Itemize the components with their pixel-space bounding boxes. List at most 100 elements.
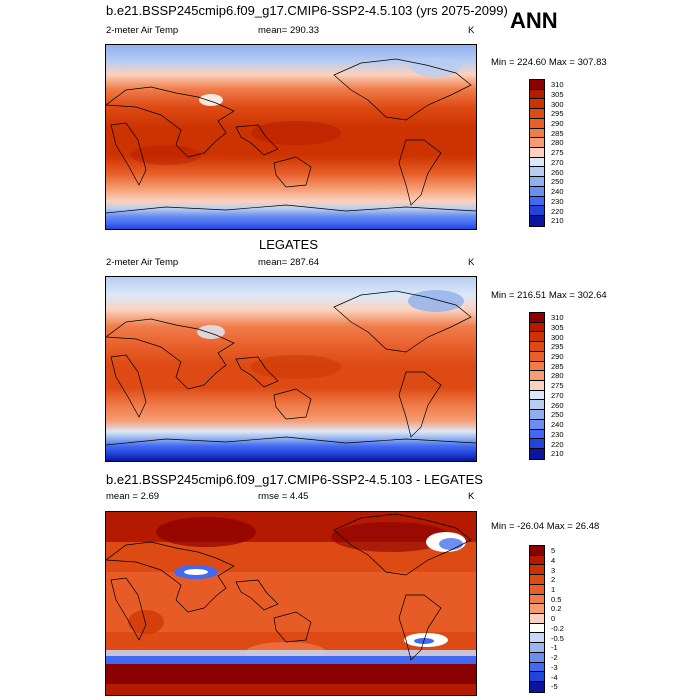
panel3-colorbar-tick: 2: [551, 575, 556, 585]
panel2-colorbar-swatch: [530, 410, 544, 420]
panel3-colorbar: [529, 545, 545, 693]
panel1-model-map: [105, 44, 477, 230]
panel3-mean-label: mean = 2.69: [106, 491, 160, 502]
panel2-colorbar: [529, 312, 545, 460]
panel1-colorbar-swatch: [530, 177, 544, 187]
panel2-colorbar-tick: 250: [551, 410, 564, 420]
panel1-colorbar-swatch: [530, 118, 544, 129]
panel3-minmax-label: Min = -26.04 Max = 26.48: [491, 521, 600, 532]
panel2-colorbar-tick: 285: [551, 361, 564, 371]
panel3-colorbar-tick: -0.5: [551, 633, 564, 643]
panel2-heading: LEGATES: [259, 237, 319, 252]
panel1-colorbar-swatch: [530, 157, 544, 168]
panel1-colorbar-tick: 300: [551, 99, 564, 109]
panel2-observation-map: [105, 276, 477, 462]
panel3-colorbar-swatch: [530, 643, 544, 653]
panel3-colorbar-swatch: [530, 672, 544, 683]
panel1-colorbar-swatch: [530, 167, 544, 178]
panel2-colorbar-tick: 240: [551, 420, 564, 429]
panel2-colorbar-swatch: [530, 381, 544, 391]
panel1-colorbar-swatch: [530, 216, 544, 226]
panel3-unit-label: K: [468, 491, 475, 502]
panel3-colorbar-tick: 5: [551, 546, 556, 555]
panel3-colorbar-tick: -1: [551, 643, 558, 653]
panel3-colorbar-tick: 0: [551, 614, 556, 624]
panel2-colorbar-swatch: [530, 390, 544, 401]
panel1-colorbar-tick: 280: [551, 138, 564, 148]
panel1-colorbar-tick: 260: [551, 167, 564, 177]
panel2-colorbar-tick: 280: [551, 371, 564, 381]
panel2-variable-label: 2-meter Air Temp: [106, 257, 179, 268]
panel3-colorbar-swatch: [530, 594, 544, 605]
panel1-colorbar-tick: 305: [551, 89, 564, 99]
panel3-colorbar-swatch: [530, 623, 544, 634]
panel1-colorbar-swatch: [530, 109, 544, 119]
panel1-colorbar-tick: 270: [551, 157, 564, 167]
panel1-colorbar-swatch: [530, 80, 544, 90]
panel3-colorbar-swatch: [530, 614, 544, 624]
panel3-colorbar-tick: -5: [551, 682, 558, 692]
panel2-colorbar-tick: 310: [551, 313, 564, 322]
panel2-mean-label: mean= 287.64: [258, 257, 320, 268]
panel1-colorbar-swatch: [530, 138, 544, 149]
panel3-colorbar-swatch: [530, 584, 544, 595]
panel1-minmax-label: Min = 224.60 Max = 307.83: [491, 57, 607, 68]
plot-title: b.e21.BSSP245cmip6.f09_g17.CMIP6-SSP2-4.…: [106, 3, 508, 18]
panel2-colorbar-swatch: [530, 400, 544, 411]
panel2-colorbar-swatch: [530, 322, 544, 333]
panel2-colorbar-swatch: [530, 371, 544, 382]
panel1-colorbar-tick: 220: [551, 206, 564, 216]
panel3-colorbar-tick: 4: [551, 555, 556, 565]
panel3-colorbar-tick: 1: [551, 584, 556, 594]
panel3-colorbar-swatch: [530, 652, 544, 663]
panel2-colorbar-tick: 275: [551, 381, 564, 391]
panel3-heading: b.e21.BSSP245cmip6.f09_g17.CMIP6-SSP2-4.…: [106, 472, 483, 487]
panel3-colorbar-swatch: [530, 565, 544, 576]
panel1-colorbar-tick: 295: [551, 109, 564, 119]
panel1-colorbar-tick: 240: [551, 187, 564, 196]
panel3-colorbar-swatch: [530, 604, 544, 615]
panel2-colorbar-tick: 230: [551, 429, 564, 439]
panel1-colorbar-tick: 250: [551, 177, 564, 187]
panel3-colorbar-swatch: [530, 575, 544, 585]
panel2-colorbar-tick: 210: [551, 449, 564, 459]
panel2-unit-label: K: [468, 257, 475, 268]
panel2-colorbar-tick: 295: [551, 342, 564, 352]
panel3-difference-map: [105, 511, 477, 696]
panel1-colorbar-swatch: [530, 89, 544, 100]
panel3-colorbar-tick: 0.2: [551, 604, 562, 614]
panel3-colorbar-swatch: [530, 633, 544, 644]
panel3-colorbar-swatch: [530, 682, 544, 692]
panel3-colorbar-swatch: [530, 546, 544, 556]
panel3-colorbar-swatch: [530, 662, 544, 673]
panel1-variable-label: 2-meter Air Temp: [106, 25, 179, 36]
panel3-colorbar-tick: -2: [551, 653, 558, 662]
panel1-colorbar-tick: 310: [551, 80, 564, 89]
panel1-colorbar-swatch: [530, 148, 544, 158]
panel2-colorbar-swatch: [530, 351, 544, 362]
panel2-colorbar-swatch: [530, 429, 544, 440]
panel1-colorbar-swatch: [530, 99, 544, 110]
panel3-colorbar-swatch: [530, 555, 544, 566]
panel1-unit-label: K: [468, 25, 475, 36]
panel2-colorbar-swatch: [530, 419, 544, 430]
panel2-colorbar-swatch: [530, 361, 544, 372]
panel2-colorbar-swatch: [530, 313, 544, 323]
panel2-colorbar-swatch: [530, 332, 544, 343]
panel1-colorbar: [529, 79, 545, 227]
panel3-colorbar-tick: -4: [551, 672, 558, 682]
panel3-colorbar-tick: 3: [551, 565, 556, 575]
panel3-rmse-label: rmse = 4.45: [258, 491, 309, 502]
panel2-colorbar-tick: 220: [551, 439, 564, 449]
panel2-minmax-label: Min = 216.51 Max = 302.64: [491, 290, 607, 301]
panel1-colorbar-tick: 275: [551, 148, 564, 158]
panel2-colorbar-tick: 270: [551, 390, 564, 400]
panel2-colorbar-tick: 260: [551, 400, 564, 410]
panel1-colorbar-tick: 210: [551, 216, 564, 226]
panel2-colorbar-swatch: [530, 439, 544, 450]
panel3-colorbar-tick: -3: [551, 662, 558, 672]
panel1-colorbar-swatch: [530, 206, 544, 217]
panel3-colorbar-tick: 0.5: [551, 594, 562, 604]
panel1-colorbar-tick: 290: [551, 118, 564, 128]
panel1-colorbar-tick: 285: [551, 128, 564, 138]
